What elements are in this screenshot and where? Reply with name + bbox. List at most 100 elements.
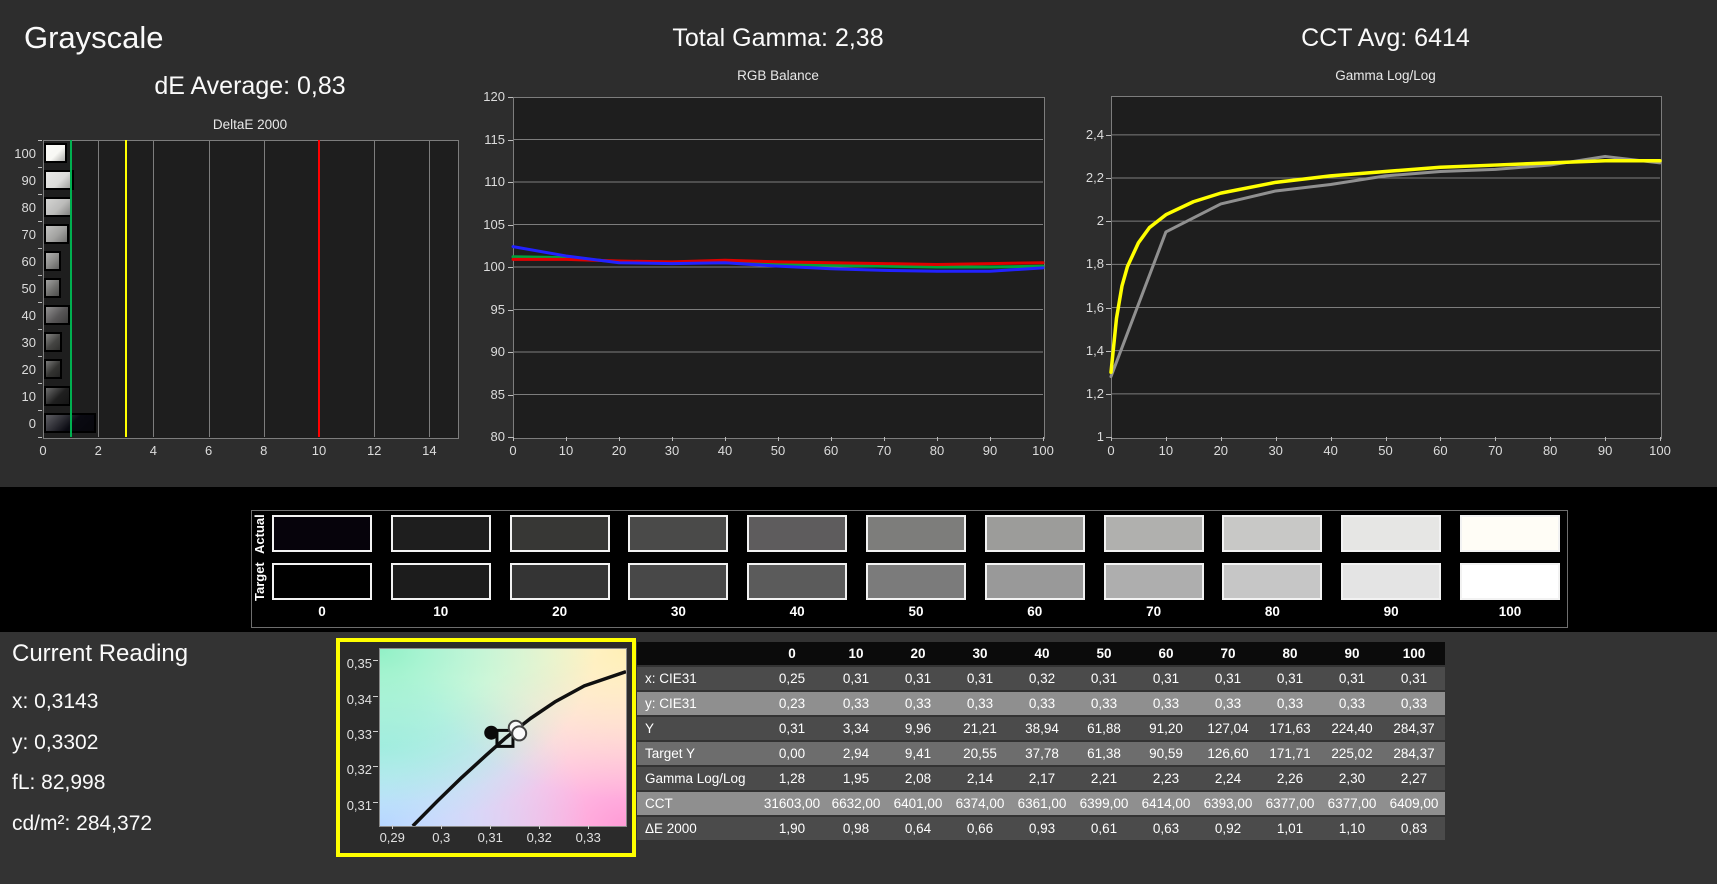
table-cell: 0,25 (778, 671, 806, 686)
gamma-chart-title: Gamma Log/Log (1335, 68, 1436, 83)
swatch-actual (272, 515, 372, 552)
deltae-bar (44, 305, 70, 325)
cie-x-tick-label: 0,32 (526, 830, 552, 845)
deltae-x-tick-label: 8 (260, 443, 268, 458)
table-cell: 9,41 (904, 746, 932, 761)
gamma-chart (1111, 96, 1662, 439)
rgb-y-tick (508, 224, 513, 226)
gamma-x-tick (1275, 437, 1277, 441)
gamma-x-tick-label: 20 (1213, 443, 1229, 458)
table-header-row: 0 10 20 30 40 50 60 70 80 90 100 (637, 642, 1445, 665)
current-reading-line: y: 0,3302 (12, 730, 99, 754)
current-reading-values: x: 0,3143 y: 0,3302 fL: 82,998 cd/m²: 284,3… (12, 682, 152, 844)
total-gamma-label: Total Gamma: 2,38 (672, 24, 884, 52)
gamma-y-tick-label: 2 (1096, 213, 1104, 229)
deltae-ref-line-good-threshold (69, 140, 72, 437)
swatch-actual (747, 515, 848, 552)
gamma-series-target (1109, 158, 1662, 375)
rgb-x-tick-label: 90 (982, 443, 998, 458)
deltae-gridline (429, 140, 431, 437)
table-cell: 2,08 (904, 771, 932, 786)
swatch-actual (509, 515, 610, 552)
rgb-x-tick-label: 70 (876, 443, 892, 458)
rgb-x-tick (937, 437, 938, 441)
rgb-y-tick (508, 182, 513, 183)
table-cell: 126,60 (1207, 746, 1249, 761)
deltae-x-tick-label: 2 (94, 443, 102, 458)
deltae-y-tick-label: 80 (21, 199, 36, 215)
table-header-cell: 90 (1321, 642, 1383, 665)
deltae-gridline (208, 140, 210, 437)
table-row: CCT 31603,00 6632,00 6401,00 6374,00 6361,00 6… (637, 792, 1445, 815)
table-header-cell: 0 (759, 642, 825, 665)
table-cell: 0,32 (1028, 671, 1056, 686)
rgb-x-tick (672, 437, 673, 441)
table-cell: 2,26 (1276, 771, 1304, 786)
deltae-x-tick-label: 0 (39, 443, 47, 458)
cie-x-tick (588, 825, 590, 829)
swatch-actual (1222, 515, 1323, 552)
cie-y-tick-label: 0,34 (346, 691, 372, 707)
gamma-y-tick (1106, 134, 1111, 136)
rgb-x-tick-label: 30 (664, 443, 680, 458)
deltae-gridline (263, 140, 265, 437)
deltae-y-minor-tick (38, 437, 42, 438)
table-cell: 2,30 (1338, 771, 1366, 786)
rgb-x-tick-label: 50 (770, 443, 786, 458)
table-cell: 2,21 (1090, 771, 1118, 786)
gamma-x-tick (1165, 437, 1167, 441)
gamma-x-tick-label: 10 (1158, 443, 1174, 458)
deltae-bar (44, 359, 62, 379)
table-row-label: CCT (645, 796, 673, 811)
table-cell: 0,31 (842, 671, 870, 686)
gamma-x-tick-label: 60 (1433, 443, 1448, 458)
deltae-bar (44, 224, 70, 244)
gamma-y-tick (1106, 264, 1111, 266)
deltae-y-tick-label: 50 (21, 280, 36, 296)
deltae-y-minor-tick (38, 167, 42, 168)
table-cell: 1,01 (1276, 821, 1304, 836)
swatch-level-label: 60 (1027, 604, 1043, 619)
rgb-x-tick (884, 437, 885, 441)
deltae-y-minor-tick (38, 329, 42, 330)
table-cell: 0,31 (904, 671, 932, 686)
table-cell: 171,71 (1269, 746, 1311, 761)
rgb-x-tick (778, 437, 779, 441)
cie-chart-box: 0,35 0,34 0,33 0,32 0,31 0,29 0,3 0,31 0,32 0,33 (336, 638, 636, 857)
cie-x-tick (490, 825, 492, 829)
table-row-label: ΔE 2000 (645, 821, 697, 836)
table-cell: 0,23 (778, 696, 806, 711)
gamma-y-tick (1106, 307, 1111, 309)
gamma-y-tick (1106, 178, 1111, 179)
table-header-cell: 20 (887, 642, 949, 665)
cie-x-tick-label: 0,31 (477, 830, 503, 845)
rgb-x-tick-label: 10 (558, 443, 574, 458)
rgb-y-tick-label: 110 (484, 174, 505, 189)
table-cell: 6409,00 (1389, 796, 1439, 811)
gamma-x-tick-label: 30 (1268, 443, 1283, 458)
deltae-bar (44, 143, 67, 163)
deltae-y-minor-tick (38, 140, 42, 141)
table-cell: 2,17 (1028, 771, 1056, 786)
table-cell: 0,33 (1276, 696, 1304, 711)
deltae-ref-line-warning-threshold (124, 140, 127, 437)
table-cell: 91,20 (1149, 721, 1183, 736)
deltae-chart-title: DeltaE 2000 (212, 117, 288, 132)
gamma-x-tick-label: 100 (1649, 443, 1671, 458)
cie-white-point-circle (511, 725, 528, 742)
swatch-level-label: 10 (433, 604, 449, 619)
swatch-target (628, 563, 729, 600)
rgb-y-tick (508, 437, 513, 438)
gamma-y-tick (1106, 350, 1111, 352)
rgb-x-tick-label: 100 (1032, 443, 1054, 458)
cie-y-tick (373, 731, 378, 732)
table-cell: 0,33 (1400, 696, 1428, 711)
table-cell: 6393,00 (1203, 796, 1253, 811)
table-cell: 0,31 (1276, 671, 1304, 686)
table-cell: 61,38 (1087, 746, 1121, 761)
deltae-gridline (374, 140, 376, 437)
gamma-y-tick-label: 1 (1096, 429, 1104, 444)
rgb-y-tick-label: 100 (483, 259, 505, 274)
cie-y-tick (373, 660, 378, 662)
